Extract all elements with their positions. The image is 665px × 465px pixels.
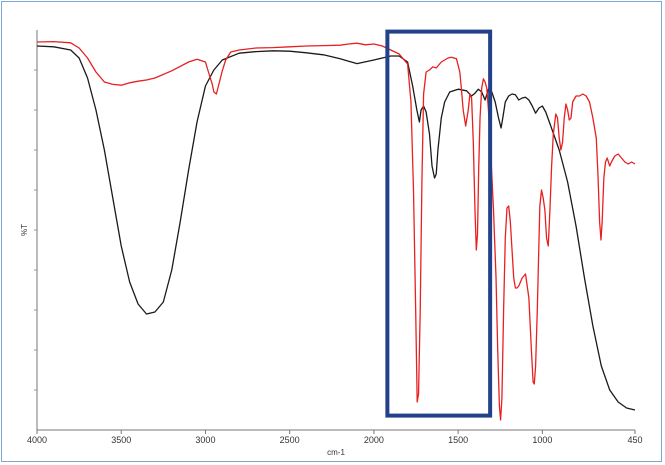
x-tick-label: 1000 — [532, 435, 552, 445]
x-axis-label: cm-1 — [327, 448, 345, 457]
spectrum-line-red — [36, 40, 636, 421]
x-tick-label: 1500 — [448, 435, 468, 445]
x-tick-label: 4000 — [27, 435, 47, 445]
spectrum-line-black — [36, 45, 636, 411]
highlight-box — [385, 29, 493, 418]
axes-group: cm-1 %T — [20, 30, 635, 457]
x-tick-label: 3500 — [111, 435, 131, 445]
x-tick-label: 2000 — [364, 435, 384, 445]
y-axis-label: %T — [20, 224, 29, 236]
x-ticks-group: 4000 3500 3000 2500 2000 1500 1000 450 — [27, 430, 643, 445]
x-tick-label: 3000 — [195, 435, 215, 445]
x-tick-label: 450 — [627, 435, 642, 445]
y-ticks-group — [34, 69, 37, 391]
series-group — [36, 40, 636, 421]
x-tick-label: 2500 — [280, 435, 300, 445]
